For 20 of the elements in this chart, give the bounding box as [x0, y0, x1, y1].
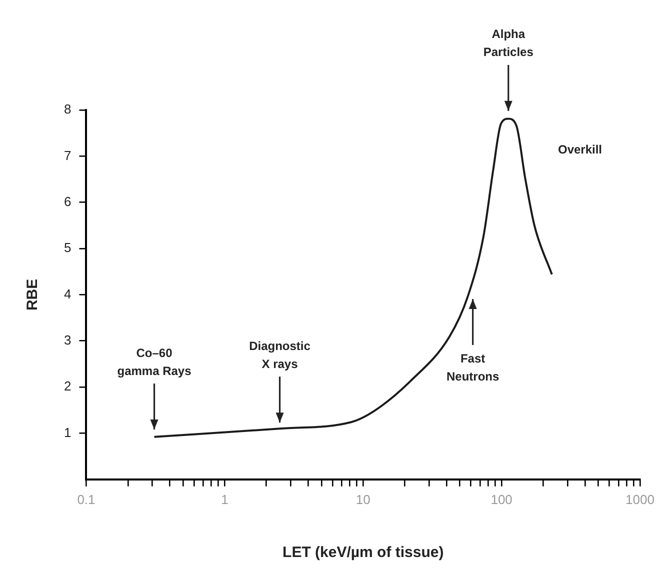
- y-axis-title: RBE: [24, 278, 42, 311]
- y-tick-label: 1: [64, 424, 72, 440]
- y-tick-label: 6: [64, 194, 72, 209]
- y-tick-label: 5: [64, 240, 72, 256]
- x-tick-label: 10: [356, 492, 370, 507]
- y-tick-label: 4: [64, 286, 72, 302]
- x-axis-title: LET (keV/µm of tissue): [282, 544, 444, 562]
- x-tick-label: 1000: [626, 492, 654, 507]
- annotation: Overkill: [558, 142, 602, 156]
- annotation: Alpha Particles: [483, 27, 534, 60]
- annotation: Co–60 gamma Rays: [117, 346, 192, 378]
- y-tick-label: 8: [64, 102, 72, 117]
- annotation: Diagnostic X rays: [249, 338, 311, 371]
- x-tick-label: 0.1: [77, 492, 96, 507]
- x-tick-label: 100: [490, 492, 512, 507]
- y-tick-label: 3: [64, 332, 72, 348]
- y-tick-label: 7: [64, 148, 72, 163]
- y-tick-label: 2: [64, 378, 72, 394]
- x-tick-label: 1: [221, 492, 228, 507]
- annotation: Fast Neutrons: [446, 351, 500, 384]
